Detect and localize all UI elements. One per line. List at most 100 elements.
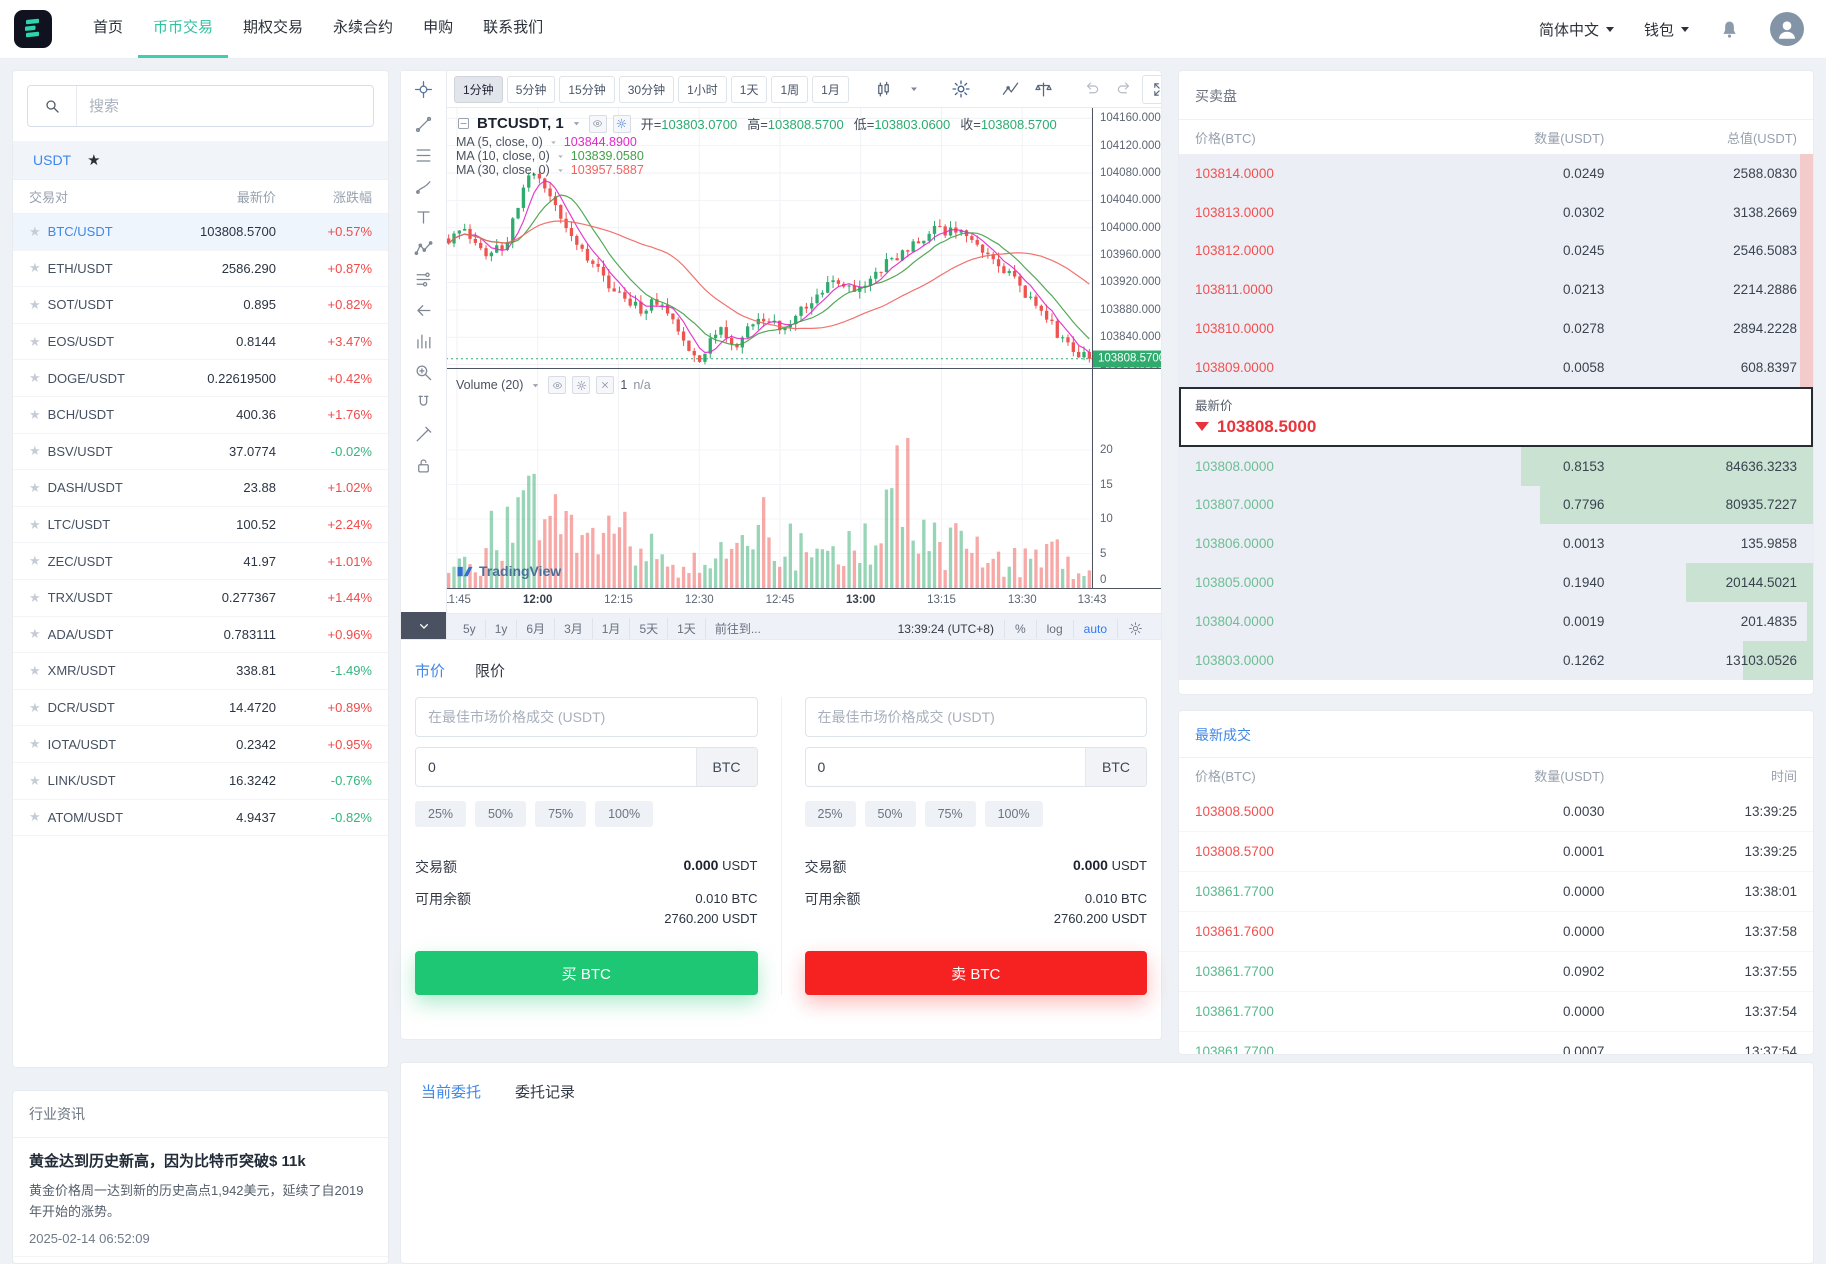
sell-amount-input[interactable] [805,748,1085,786]
orderbook-ask-row[interactable]: 103814.0000 0.0249 2588.0830 [1179,154,1813,193]
pattern-icon[interactable] [414,239,433,258]
orderbook-ask-row[interactable]: 103810.0000 0.0278 2894.2228 [1179,309,1813,348]
orderbook-bid-row[interactable]: 103803.0000 0.1262 13103.0526 [1179,640,1813,680]
collapse-panel-icon[interactable] [401,612,446,639]
range-5天[interactable]: 5天 [630,618,669,639]
pair-row[interactable]: ★ SOT/USDT 0.895 +0.82% [13,287,388,324]
pair-row[interactable]: ★ LINK/USDT 16.3242 -0.76% [13,763,388,800]
ma-legend-row[interactable]: MA (10, close, 0) 103839.0580 [456,149,1057,163]
pair-row[interactable]: ★ DCR/USDT 14.4720 +0.89% [13,690,388,727]
buy-amount-input[interactable] [416,748,696,786]
tab-limit-order[interactable]: 限价 [475,663,506,680]
pair-row[interactable]: ★ LTC/USDT 100.52 +2.24% [13,507,388,544]
buy-percent-50[interactable]: 50% [475,801,527,827]
timeframe-15分钟[interactable]: 15分钟 [559,75,615,103]
star-icon[interactable]: ★ [29,809,41,825]
range-前往到...[interactable]: 前往到... [714,622,761,636]
star-icon[interactable]: ★ [29,516,41,532]
timeframe-1天[interactable]: 1天 [730,75,768,103]
volume-label[interactable]: Volume (20) [456,378,524,392]
chevron-down-icon[interactable] [902,79,926,99]
buy-price-input[interactable] [415,697,758,737]
ma-legend-row[interactable]: MA (5, close, 0) 103844.8900 [456,135,1057,149]
collapse-legend-icon[interactable] [456,116,471,131]
lock-icon[interactable] [414,456,433,475]
orderbook-ask-row[interactable]: 103813.0000 0.0302 3138.2669 [1179,192,1813,232]
tradingview-logo[interactable]: TradingView [456,562,561,580]
star-icon[interactable]: ★ [29,553,41,569]
orderbook-bid-row[interactable]: 103805.0000 0.1940 20144.5021 [1179,563,1813,602]
buy-percent-100[interactable]: 100% [595,801,654,827]
chevron-down-icon[interactable] [570,117,583,130]
ma-legend-row[interactable]: MA (30, close, 0) 103957.5887 [456,163,1057,177]
brand-logo-icon[interactable] [14,10,52,48]
sell-percent-100[interactable]: 100% [984,801,1043,827]
axis-settings-icon[interactable] [1117,619,1153,638]
close-icon[interactable] [596,376,615,394]
brush-icon[interactable] [414,177,433,196]
buy-percent-75[interactable]: 75% [535,801,587,827]
text-icon[interactable] [414,208,433,227]
crosshair-icon[interactable] [414,80,433,99]
zoom-in-icon[interactable] [414,363,433,382]
measure-icon[interactable] [414,425,433,444]
star-icon[interactable]: ★ [29,626,41,642]
pair-row[interactable]: ★ ATOM/USDT 4.9437 -0.82% [13,800,388,837]
language-selector[interactable]: 简体中文 [1539,19,1614,40]
log-scale-button[interactable]: log [1035,619,1073,638]
sell-percent-75[interactable]: 75% [924,801,976,827]
candle-style-icon[interactable] [869,77,898,102]
buy-button[interactable]: 买 BTC [415,951,758,996]
nav-item-5[interactable]: 联系我们 [483,19,544,36]
tab-usdt[interactable]: USDT [33,152,72,168]
pair-row[interactable]: ★ EOS/USDT 0.8144 +3.47% [13,324,388,361]
orderbook-ask-row[interactable]: 103809.0000 0.0058 608.8397 [1179,347,1813,387]
star-icon[interactable]: ★ [29,223,41,239]
timeframe-30分钟[interactable]: 30分钟 [618,75,675,103]
range-3月[interactable]: 3月 [555,618,593,639]
magnet-icon[interactable] [414,394,433,413]
undo-icon[interactable] [1078,77,1106,101]
tab-market-order[interactable]: 市价 [415,663,446,680]
nav-item-2[interactable]: 期权交易 [243,19,304,36]
wallet-menu[interactable]: 钱包 [1644,19,1689,40]
news-item[interactable]: 黄金达到历史新高，因为比特币突破$ 11k 黄金价格周一达到新的历史高点1,942… [13,1138,388,1257]
pair-row[interactable]: ★ DOGE/USDT 0.22619500 +0.42% [13,360,388,397]
pair-row[interactable]: ★ ZEC/USDT 41.97 +1.01% [13,543,388,580]
news-item[interactable]: 市场裹足：比特币的价格和以太的主导地位坐在2...随着波动性反弹，比特币的价格处… [13,1257,388,1263]
orderbook-bid-row[interactable]: 103808.0000 0.8153 84636.3233 [1179,446,1813,486]
trend-line-icon[interactable] [414,115,433,134]
star-icon[interactable]: ★ [29,736,41,752]
nav-item-4[interactable]: 申购 [423,19,454,36]
range-1月[interactable]: 1月 [593,618,631,639]
tab-order-history[interactable]: 委托记录 [515,1084,576,1101]
pair-row[interactable]: ★ BSV/USDT 37.0774 -0.02% [13,434,388,471]
recent-trades-title[interactable]: 最新成交 [1179,711,1813,758]
orderbook-bid-row[interactable]: 103806.0000 0.0013 135.9858 [1179,524,1813,563]
fib-icon[interactable] [414,146,433,165]
star-icon[interactable]: ★ [29,370,41,386]
orderbook-ask-row[interactable]: 103812.0000 0.0245 2546.5083 [1179,231,1813,271]
timeframe-5分钟[interactable]: 5分钟 [506,75,556,103]
range-6月[interactable]: 6月 [517,618,556,639]
nav-item-0[interactable]: 首页 [93,19,124,36]
pair-row[interactable]: ★ BTC/USDT 103808.5700 +0.57% [13,214,388,251]
settings-gear-icon[interactable] [946,76,976,102]
tab-open-orders[interactable]: 当前委托 [421,1084,482,1101]
pair-row[interactable]: ★ IOTA/USDT 0.2342 +0.95% [13,726,388,763]
compare-icon[interactable] [1029,77,1058,102]
sell-percent-50[interactable]: 50% [864,801,916,827]
gear-icon[interactable] [572,376,591,394]
notification-bell-icon[interactable] [1719,19,1740,40]
pair-row[interactable]: ★ XMR/USDT 338.81 -1.49% [13,653,388,690]
indicators-icon[interactable] [996,77,1025,102]
forecast-icon[interactable] [414,270,433,289]
star-icon[interactable]: ★ [29,333,41,349]
auto-scale-button[interactable]: auto [1072,619,1117,638]
price-chart-svg[interactable] [446,108,1092,368]
sell-button[interactable]: 卖 BTC [804,951,1147,996]
timeframe-1周[interactable]: 1周 [771,75,809,103]
symbol-label[interactable]: BTCUSDT, 1 [477,115,564,132]
range-1天[interactable]: 1天 [668,618,706,639]
star-icon[interactable]: ★ [29,443,41,459]
